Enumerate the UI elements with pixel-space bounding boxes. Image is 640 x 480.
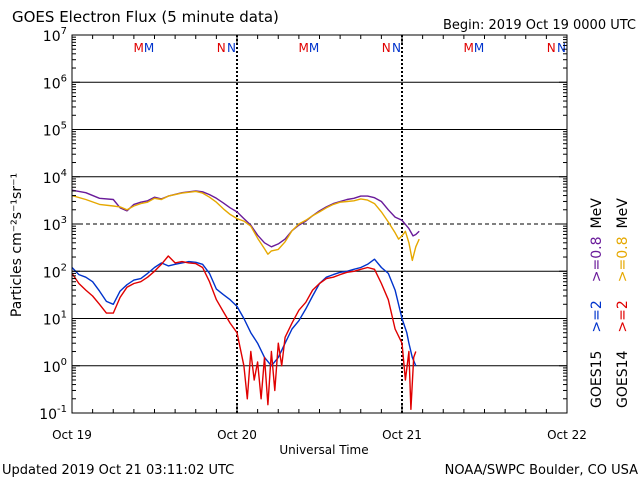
series-line-0 [71, 189, 420, 248]
mn-marker: N [557, 41, 566, 55]
grid-lines [72, 81, 567, 367]
legend-column-goes14: GOES14>=2>=0.8MeV [615, 198, 631, 408]
y-tick-label: 104 [43, 168, 67, 187]
day-dividers [236, 35, 403, 413]
y-tick-label: 105 [43, 121, 67, 140]
mn-marker: M [144, 41, 154, 55]
mn-marker: N [392, 41, 401, 55]
series-lines [71, 189, 420, 410]
x-tick-label: Oct 20 [217, 428, 257, 442]
y-tick-label: 103 [43, 215, 67, 234]
y-tick-label: 100 [43, 357, 67, 376]
mn-marker: M [474, 41, 484, 55]
y-axis-ticks: 107 106 105 104 103 102 101 100 10-1 [39, 26, 567, 423]
mn-marker: M [299, 41, 309, 55]
x-tick-label: Oct 21 [382, 428, 422, 442]
source-credit: NOAA/SWPC Boulder, CO USA [445, 463, 638, 478]
series-line-2 [71, 258, 417, 367]
x-axis-ticks: Oct 19 Oct 20 Oct 21 Oct 22 [52, 35, 587, 442]
chart-title: GOES Electron Flux (5 minute data) [12, 8, 279, 26]
y-tick-label: 10-1 [39, 404, 67, 423]
mn-marker: N [547, 41, 556, 55]
mn-marker: M [134, 41, 144, 55]
legend-column-goes15: GOES15>=2>=0.8MeV [589, 198, 605, 408]
mn-marker: M [464, 41, 474, 55]
legend: GOES15>=2>=0.8MeV GOES14>=2>=0.8MeV [589, 198, 631, 408]
series-line-1 [71, 190, 420, 262]
mn-marker: N [382, 41, 391, 55]
y-tick-label: 106 [43, 73, 67, 92]
y-tick-label: 102 [43, 262, 67, 281]
y-tick-label: 107 [43, 26, 67, 45]
y-axis-label: Particles cm⁻²s⁻¹sr⁻¹ [9, 173, 25, 317]
x-axis-label: Universal Time [279, 443, 368, 457]
mn-marker: N [227, 41, 236, 55]
mn-marker: M [309, 41, 319, 55]
updated-timestamp: Updated 2019 Oct 21 03:11:02 UTC [2, 463, 234, 478]
x-tick-label: Oct 19 [52, 428, 92, 442]
y-tick-label: 101 [43, 310, 67, 329]
series-line-3 [71, 255, 417, 410]
begin-label: Begin: 2019 Oct 19 0000 UTC [443, 18, 636, 33]
x-tick-label: Oct 22 [547, 428, 587, 442]
mn-marker: N [217, 41, 226, 55]
